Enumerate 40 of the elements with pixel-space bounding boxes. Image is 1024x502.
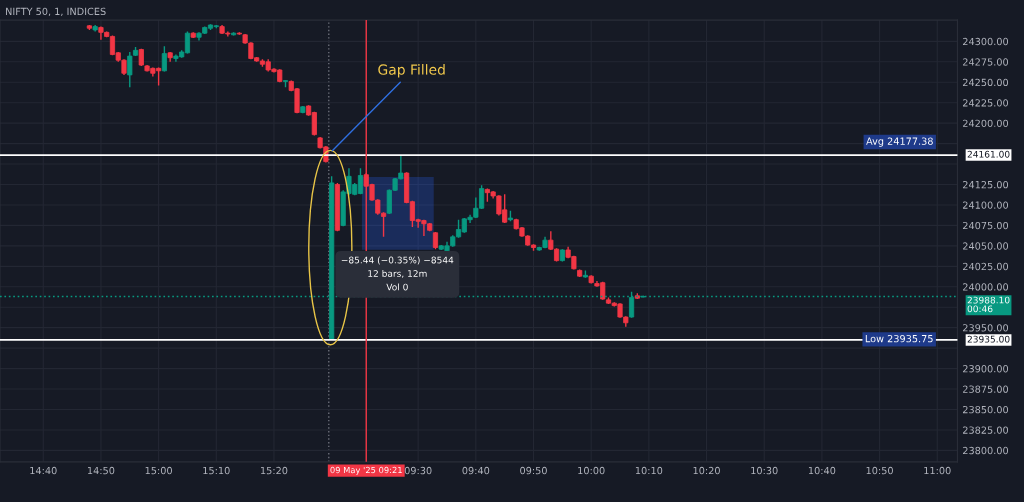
x-tick-label: 10:40 <box>808 466 836 475</box>
y-tick-label: 24100.00 <box>963 201 1009 209</box>
x-tick-label: 10:30 <box>751 466 778 475</box>
chart-title: NIFTY 50, 1, INDICES <box>6 7 106 17</box>
annotation: Avg 24177.38 <box>866 137 933 147</box>
annotation: Low 23935.75 <box>865 334 933 343</box>
y-tick-label: 24050.00 <box>963 242 1009 250</box>
x-tick-label: 10:00 <box>578 466 605 475</box>
y-tick-label: 23825.00 <box>963 426 1009 434</box>
y-tick-label: 24225.00 <box>963 99 1009 107</box>
y-tick-label: 24250.00 <box>963 78 1009 87</box>
y-tick-label: 24075.00 <box>963 221 1009 230</box>
y-tick-label: 24275.00 <box>963 58 1009 66</box>
y-tick-label: 23900.00 <box>963 365 1009 373</box>
x-tick-label: 11:00 <box>924 466 951 475</box>
y-tick-label: 23875.00 <box>963 385 1009 393</box>
x-tick-label: 09:40 <box>462 466 490 475</box>
y-tick-label: 24125.00 <box>963 180 1009 189</box>
y-tick-label: 24025.00 <box>963 262 1009 271</box>
x-tick-label: 14:40 <box>30 466 57 475</box>
ref-line-label: 23988.10 00:46 <box>967 296 1010 313</box>
y-tick-label: 24000.00 <box>963 283 1009 291</box>
x-tick-label: 09:50 <box>520 466 547 475</box>
y-tick-label: 24300.00 <box>963 37 1009 46</box>
x-tick-label: 10:10 <box>635 466 663 475</box>
x-tick-label: 09 May '25 09:21 <box>330 466 402 475</box>
x-tick-label: 15:10 <box>203 466 230 475</box>
x-tick-label: 15:20 <box>261 466 288 475</box>
y-tick-label: 23850.00 <box>963 405 1009 414</box>
ref-line-label: 24161.00 <box>967 150 1010 158</box>
ref-line-label: 23935.00 <box>967 335 1010 343</box>
y-tick-label: 23950.00 <box>963 324 1009 332</box>
y-tick-label: 24200.00 <box>963 119 1009 127</box>
x-tick-label: 15:00 <box>145 466 172 475</box>
x-tick-label: 10:20 <box>693 466 720 475</box>
y-tick-label: 23800.00 <box>963 446 1009 455</box>
x-tick-label: 14:50 <box>87 466 115 475</box>
annotation: Gap Filled <box>378 64 445 78</box>
annotation: −85.44 (−0.35%) −8544 12 bars, 12m Vol 0 <box>341 256 454 291</box>
x-tick-label: 10:50 <box>866 466 893 475</box>
